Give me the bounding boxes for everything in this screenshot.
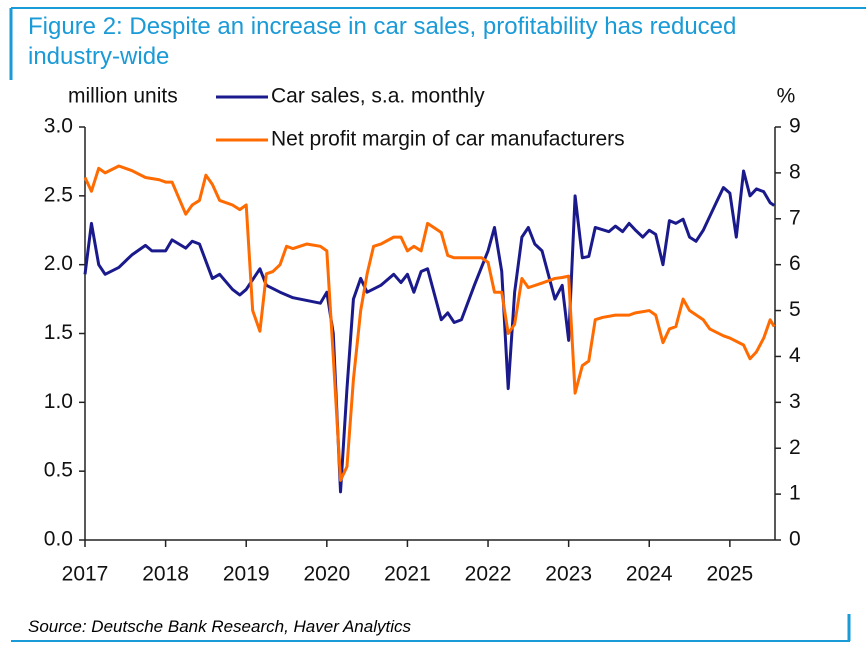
series-line	[83, 169, 776, 494]
x-tick-label: 2018	[142, 563, 189, 586]
x-tick-label: 2020	[303, 563, 350, 586]
x-tick-label: 2025	[707, 563, 754, 586]
chart-title: Figure 2: Despite an increase in car sal…	[28, 13, 737, 70]
y2-tick-label: 9	[789, 115, 801, 138]
y2-tick-label: 1	[789, 482, 801, 505]
y2-tick-label: 4	[789, 344, 801, 367]
legend-label: Car sales, s.a. monthly	[271, 85, 485, 108]
x-tick-label: 2017	[62, 563, 109, 586]
x-tick-label: 2024	[626, 563, 673, 586]
y2-tick-label: 0	[789, 528, 801, 551]
y2-tick-label: 6	[789, 252, 801, 275]
x-tick-label: 2019	[223, 563, 270, 586]
y-tick-label: 1.0	[44, 390, 73, 413]
legend-label: Net profit margin of car manufacturers	[271, 128, 625, 151]
x-tick-label: 2022	[465, 563, 512, 586]
y-tick-label: 1.5	[44, 321, 73, 344]
y-tick-label: 2.0	[44, 252, 73, 275]
y-tick-label: 3.0	[44, 115, 73, 138]
y2-tick-label: 2	[789, 436, 801, 459]
source: Source: Deutsche Bank Research, Haver An…	[28, 617, 411, 636]
y-axis-label: million units	[68, 85, 178, 108]
y-tick-label: 0.5	[44, 459, 73, 482]
y2-axis-label: %	[777, 85, 796, 108]
y-tick-label: 0.0	[44, 528, 73, 551]
x-tick-label: 2021	[384, 563, 431, 586]
y2-tick-label: 5	[789, 298, 801, 321]
y-tick-label: 2.5	[44, 183, 73, 206]
y2-tick-label: 7	[789, 206, 801, 229]
y2-tick-label: 3	[789, 390, 801, 413]
x-tick-label: 2023	[545, 563, 592, 586]
y2-tick-label: 8	[789, 160, 801, 183]
series-line	[83, 164, 776, 482]
